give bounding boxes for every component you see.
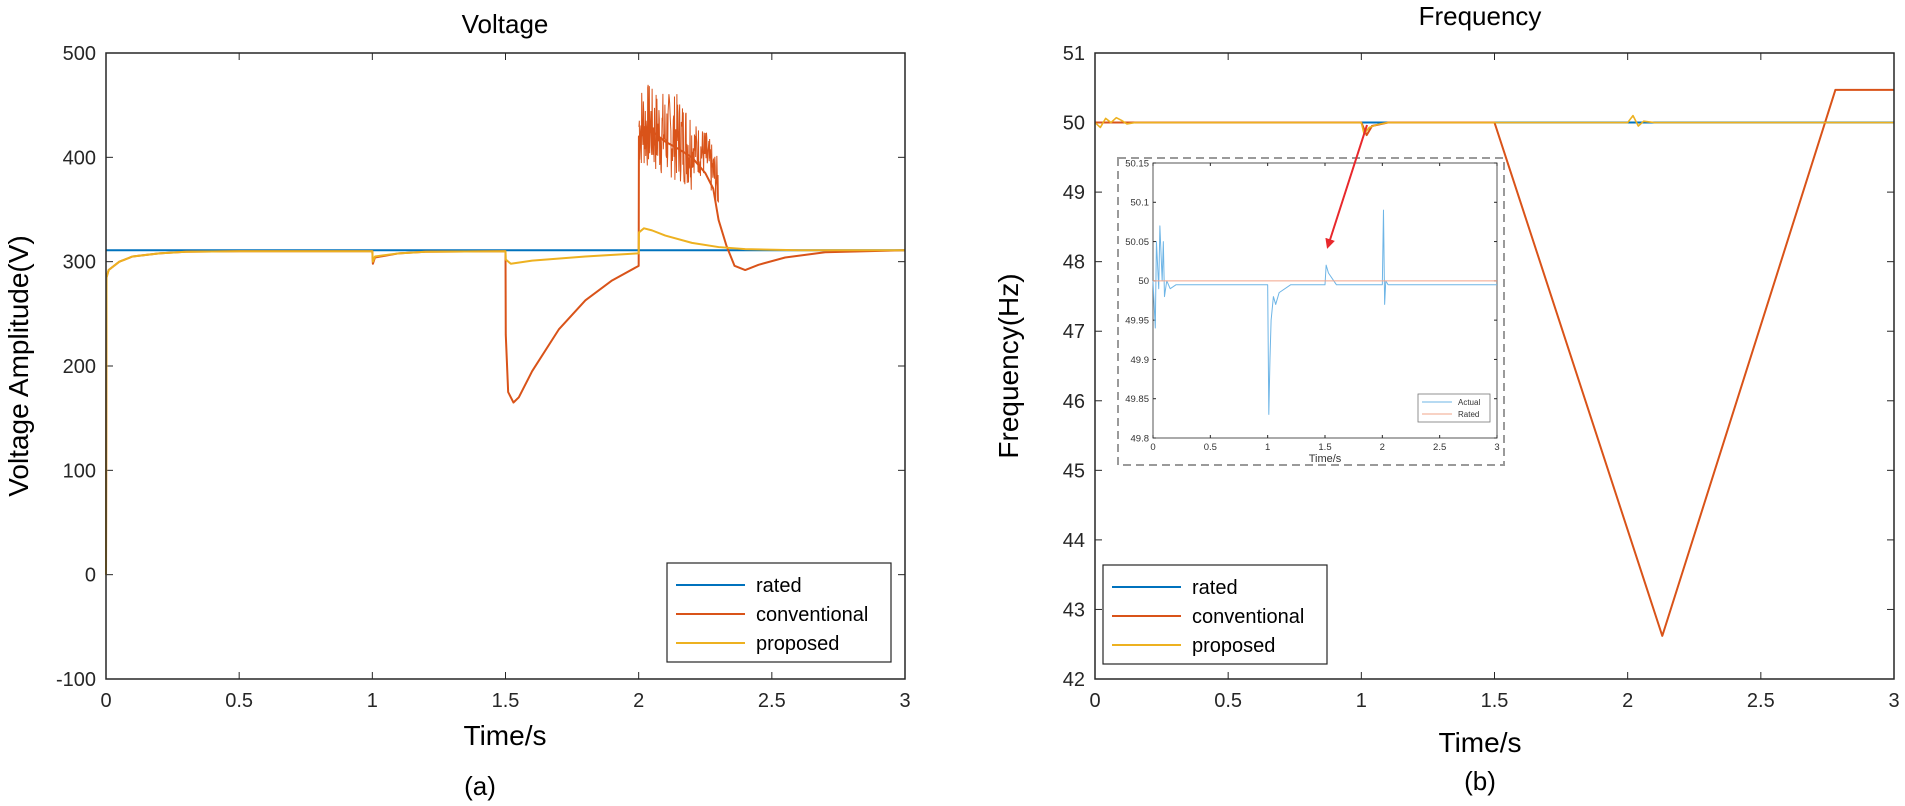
y-tick-label: 50.15 [1125,158,1149,169]
y-tick-label: 50 [1138,276,1149,287]
y-tick-label: 49.8 [1131,433,1150,444]
frequency-y-label: Frequency(Hz) [993,273,1024,458]
y-tick-label: 50.1 [1131,198,1150,209]
x-tick-label: 1 [1265,442,1270,453]
x-tick-label: 2 [1380,442,1385,453]
y-tick-label: 500 [63,43,96,65]
legend-label-rated: rated [1192,577,1238,599]
y-tick-label: 48 [1063,252,1085,274]
y-tick-label: 51 [1063,43,1085,65]
panel-label-b: (b) [1464,766,1496,796]
inset-legend-box [1417,393,1491,423]
legend-label-conventional: conventional [756,604,868,626]
x-tick-label: 1.5 [1318,442,1331,453]
y-tick-label: 49.95 [1125,315,1149,326]
inset-plot-frame [1152,162,1498,439]
y-tick-label: 46 [1063,391,1085,413]
y-tick-label: 49.9 [1131,355,1150,366]
frequency-inset-zoom: 49.8 49.85 49.9 49.95 50 50.05 50.1 50.15 0 0.5 1… [1117,157,1505,466]
x-tick-label: 1 [367,690,378,712]
x-tick-label: 0 [100,690,111,712]
x-tick-label: 0 [1089,690,1100,712]
y-tick-label: 49 [1063,182,1085,204]
y-tick-label: 47 [1063,321,1085,343]
voltage-series [105,84,906,575]
voltage-y-label: Voltage Amplitude(V) [3,235,34,497]
inset-x-tick-labels: 0 0.5 1 1.5 2 2.5 3 [1150,442,1499,453]
y-tick-label: 50 [1063,113,1085,135]
voltage-legend: rated conventional proposed [666,562,892,663]
y-tick-label: 200 [63,356,96,378]
legend-label-conventional: conventional [1192,606,1304,628]
frequency-plot-frame [1094,52,1895,680]
x-tick-label: 3 [1888,690,1899,712]
voltage-plot-frame [105,52,906,680]
frequency-title: Frequency [1419,1,1542,31]
x-tick-label: 2.5 [1433,442,1446,453]
x-tick-label: 1.5 [492,690,520,712]
y-tick-label: 400 [63,147,96,169]
x-tick-label: 0.5 [1214,690,1242,712]
y-tick-label: 44 [1063,530,1085,552]
frequency-legend: rated conventional proposed [1102,564,1328,665]
frequency-x-tick-labels: 0 0.5 1 1.5 2 2.5 3 [1089,690,1899,712]
y-tick-label: 0 [85,565,96,587]
voltage-y-tick-labels: -100 0 100 200 300 400 500 [56,43,96,691]
legend-label-rated: rated [756,575,802,597]
voltage-legend-box [666,562,892,663]
legend-label-proposed: proposed [756,633,839,655]
inset-legend-label-actual: Actual [1458,398,1480,407]
panel-label-a: (a) [464,771,496,801]
series-noise-conventional [638,84,719,203]
y-tick-label: -100 [56,669,96,691]
x-tick-label: 0.5 [1204,442,1217,453]
inset-series [1152,209,1497,415]
y-tick-label: 45 [1063,460,1085,482]
x-tick-label: 2 [1622,690,1633,712]
voltage-x-label: Time/s [464,720,547,751]
y-tick-label: 49.85 [1125,394,1149,405]
y-tick-label: 42 [1063,669,1085,691]
inset-legend-label-rated: Rated [1458,410,1479,419]
inset-y-tick-labels: 49.8 49.85 49.9 49.95 50 50.05 50.1 50.15 [1125,158,1149,444]
y-tick-label: 43 [1063,599,1085,621]
frequency-x-label: Time/s [1439,727,1522,758]
legend-label-proposed: proposed [1192,635,1275,657]
frequency-y-tick-labels: 42 43 44 45 46 47 48 49 50 51 [1063,43,1085,691]
series-line-actual [1152,209,1497,415]
inset-tick-marks [1152,162,1498,439]
x-tick-label: 3 [1494,442,1499,453]
y-tick-label: 50.05 [1125,237,1149,248]
x-tick-label: 0.5 [225,690,253,712]
voltage-x-tick-labels: 0 0.5 1 1.5 2 2.5 3 [100,690,910,712]
inset-x-label: Time/s [1309,453,1342,465]
x-tick-label: 0 [1150,442,1155,453]
x-tick-label: 1.5 [1481,690,1509,712]
y-tick-label: 100 [63,460,96,482]
inset-legend: Actual Rated [1417,393,1491,423]
x-tick-label: 2.5 [1747,690,1775,712]
x-tick-label: 1 [1356,690,1367,712]
x-tick-label: 2 [633,690,644,712]
x-tick-label: 3 [899,690,910,712]
frequency-chart: 42 43 44 45 46 47 48 49 50 51 0 0.5 1 1.5 2 2.5 3 Frequ… [993,1,1900,796]
y-tick-label: 300 [63,252,96,274]
frequency-legend-box [1102,564,1328,665]
voltage-title: Voltage [462,9,549,39]
callout-arrow [1325,124,1368,249]
series-line-proposed [105,227,905,575]
x-tick-label: 2.5 [758,690,786,712]
